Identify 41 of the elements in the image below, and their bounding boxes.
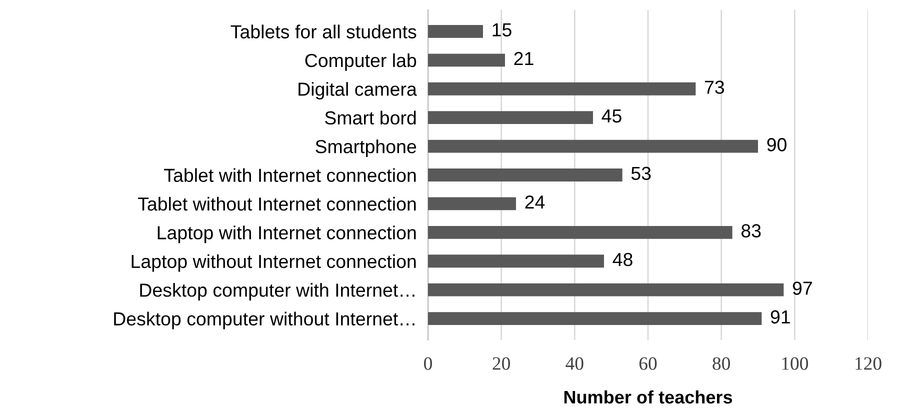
y-tick-label: Smartphone xyxy=(316,140,416,157)
data-label: 91 xyxy=(770,310,790,324)
bar xyxy=(428,197,516,210)
data-label: 21 xyxy=(514,52,534,66)
x-tick-label: 0 xyxy=(424,357,432,370)
x-tick-label: 40 xyxy=(566,357,584,370)
bar xyxy=(428,312,762,325)
y-tick-label: Laptop without Internet connection xyxy=(132,254,416,272)
bar xyxy=(428,254,604,268)
bar xyxy=(428,54,505,67)
bar xyxy=(428,226,732,239)
bar xyxy=(428,82,696,96)
y-tick-label: Smart bord xyxy=(325,110,416,125)
x-tick-label: 80 xyxy=(712,357,730,370)
bar xyxy=(428,283,784,296)
y-tick-label: Desktop computer without Internet… xyxy=(114,312,414,330)
bar xyxy=(428,111,593,124)
y-tick-label: Desktop computer with Internet… xyxy=(140,283,414,301)
data-label: 83 xyxy=(741,224,761,238)
x-tick-label: 60 xyxy=(639,357,657,370)
y-tick-label: Tablet with Internet connection xyxy=(164,168,416,182)
data-label: 53 xyxy=(631,166,651,180)
x-tick-label: 20 xyxy=(492,357,510,370)
x-tick-label: 120 xyxy=(856,357,882,370)
y-tick-label: Laptop with Internet connection xyxy=(158,226,416,244)
x-tick-label: 100 xyxy=(782,357,808,370)
y-tick-label: Digital camera xyxy=(298,82,417,100)
data-label: 15 xyxy=(492,23,512,36)
data-label: 48 xyxy=(612,252,632,266)
data-label: 97 xyxy=(792,282,812,295)
bar xyxy=(428,140,758,153)
y-tick-label: Computer lab xyxy=(305,53,416,71)
y-tick-label: Tablet without Internet connection xyxy=(138,196,416,211)
data-label: 24 xyxy=(525,195,545,209)
data-label: 73 xyxy=(704,80,724,94)
bar xyxy=(428,168,622,182)
bar xyxy=(428,25,483,38)
x-axis-title: Number of teachers xyxy=(564,390,732,404)
data-label: 90 xyxy=(767,138,786,152)
y-tick-label: Tablets for all students xyxy=(230,24,416,38)
data-label: 45 xyxy=(602,110,622,123)
